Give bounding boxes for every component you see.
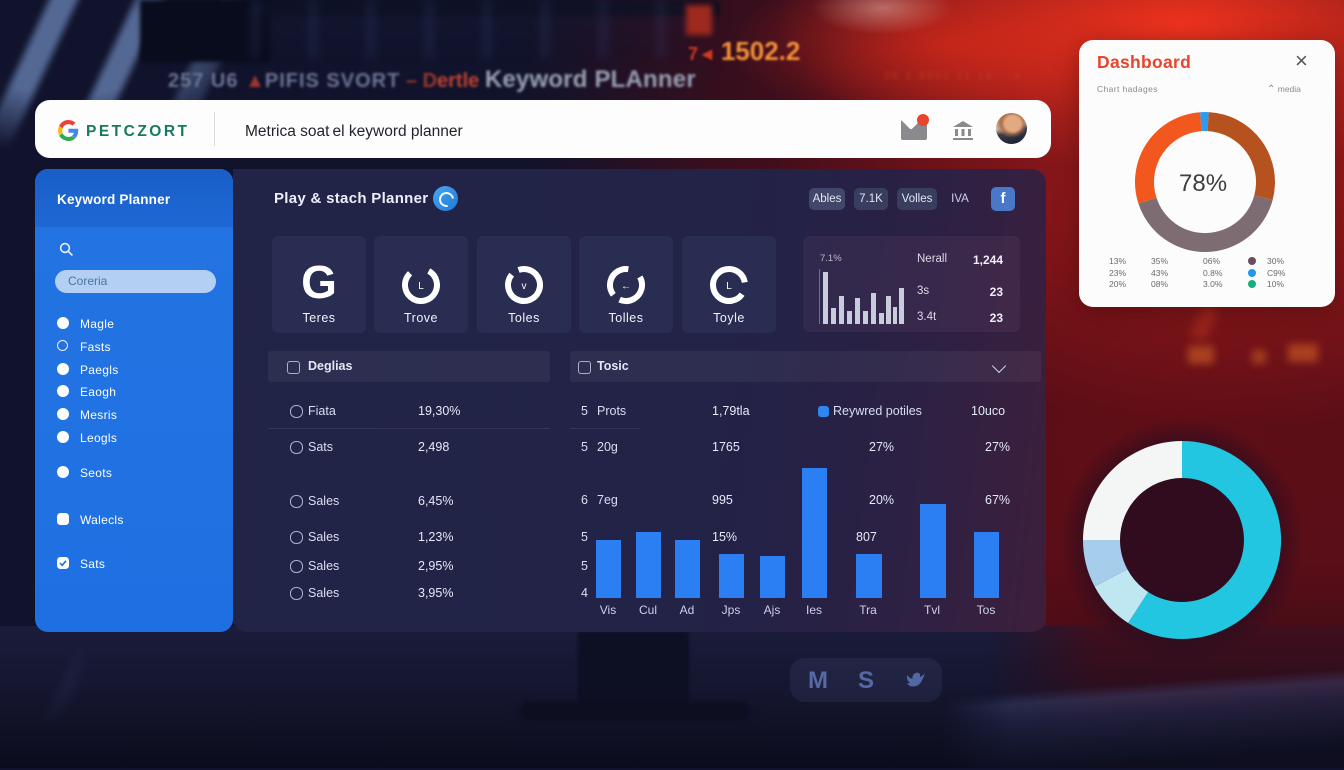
svg-text:L: L [726,281,732,292]
svg-text:L: L [418,281,424,292]
svg-text:v: v [522,281,527,292]
svg-text:←: ← [621,281,631,292]
